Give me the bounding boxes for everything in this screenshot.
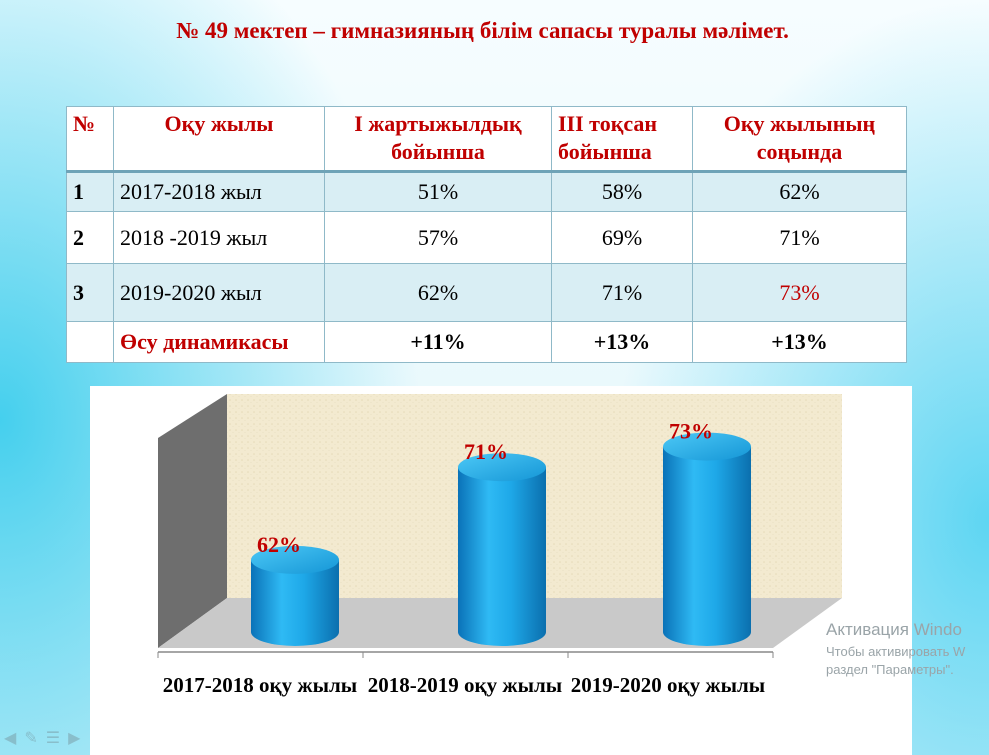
pen-icon[interactable]: ✎ — [24, 728, 38, 747]
table-header-row: № Оқу жылы І жартыжылдық бойынша ІІІ тоқ… — [66, 106, 907, 173]
watermark-line: раздел "Параметры". — [826, 662, 954, 677]
chart-bar-cap — [663, 432, 751, 461]
chart-bar: 73% — [663, 419, 751, 646]
chart-bar-body — [458, 467, 546, 646]
chart-bar: 71% — [458, 439, 546, 646]
chart-data-label: 71% — [464, 439, 508, 464]
chart-data-label: 62% — [257, 532, 301, 557]
x-tick-label: 2019-2020 оқу жылы — [570, 673, 766, 697]
watermark-line: Чтобы активировать W — [826, 644, 966, 659]
x-tick-label: 2018-2019 оқу жылы — [367, 673, 563, 697]
chart-svg: 62% 71% 73% — [157, 394, 842, 658]
growth-label: Өсу динамикасы — [113, 321, 325, 363]
table-row: 3 2019-2020 жыл 62% 71% 73% — [66, 263, 907, 322]
row-end: 71% — [692, 211, 907, 264]
slideshow-toolbar: ◀ ✎ ☰ ▶ — [4, 728, 80, 747]
arrow-right-icon[interactable]: ▶ — [68, 728, 81, 747]
growth-quarter: +13% — [551, 321, 693, 363]
chart-side-wall — [158, 394, 227, 648]
chart-bar: 62% — [251, 532, 339, 646]
chart-bar-body — [663, 446, 751, 646]
col-header-num: № — [66, 106, 114, 173]
row-end: 73% — [692, 263, 907, 322]
row-quarter: 69% — [551, 211, 693, 264]
quality-table: № Оқу жылы І жартыжылдық бойынша ІІІ тоқ… — [66, 106, 907, 363]
col-header-half: І жартыжылдық бойынша — [324, 106, 552, 173]
page-title: № 49 мектеп – гимназияның білім сапасы т… — [176, 18, 789, 43]
row-year: 2019-2020 жыл — [113, 263, 325, 322]
arrow-left-icon[interactable]: ◀ — [4, 728, 17, 747]
table-row: 1 2017-2018 жыл 51% 58% 62% — [66, 171, 907, 212]
menu-icon[interactable]: ☰ — [45, 728, 61, 747]
growth-num-cell — [66, 321, 114, 363]
table-row: 2 2018 -2019 жыл 57% 69% 71% — [66, 211, 907, 264]
row-half: 57% — [324, 211, 552, 264]
col-header-year: Оқу жылы — [113, 106, 325, 173]
chart-data-label: 73% — [669, 419, 713, 444]
growth-end: +13% — [692, 321, 907, 363]
x-tick-label: 2017-2018 оқу жылы — [162, 673, 358, 697]
growth-half: +11% — [324, 321, 552, 363]
row-year: 2017-2018 жыл — [113, 171, 325, 212]
row-half: 51% — [324, 171, 552, 212]
chart-bar-body — [251, 559, 339, 646]
chart-bar-cap — [458, 453, 546, 482]
row-half: 62% — [324, 263, 552, 322]
row-num: 3 — [66, 263, 114, 322]
chart-bars: 62% 71% 73% — [251, 419, 751, 646]
row-end: 62% — [692, 171, 907, 212]
row-num: 2 — [66, 211, 114, 264]
results-chart: 62% 71% 73% 2017-2018 оқу жылы 2018-2019 о… — [90, 386, 912, 755]
col-header-quarter: ІІІ тоқсан бойынша — [551, 106, 693, 173]
growth-row: Өсу динамикасы +11% +13% +13% — [66, 321, 907, 363]
chart-bar-cap — [251, 545, 339, 574]
row-year: 2018 -2019 жыл — [113, 211, 325, 264]
watermark-title: Активация Windo — [826, 620, 962, 639]
row-num: 1 — [66, 171, 114, 212]
windows-activation-watermark: Активация Windo Чтобы активировать W раз… — [826, 620, 965, 677]
col-header-end: Оқу жылының соңында — [692, 106, 907, 173]
row-quarter: 58% — [551, 171, 693, 212]
row-quarter: 71% — [551, 263, 693, 322]
